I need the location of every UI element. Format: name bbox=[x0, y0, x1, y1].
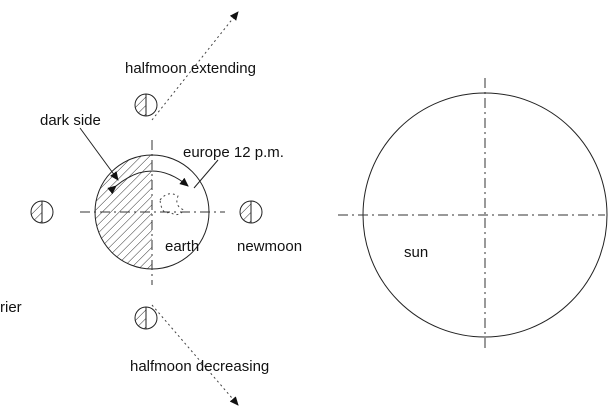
sun bbox=[338, 78, 607, 350]
diagram: halfmoon extending dark side europe 12 p… bbox=[0, 0, 608, 416]
label: dark side bbox=[40, 112, 101, 129]
label: earth bbox=[165, 238, 199, 255]
label: rier bbox=[0, 299, 22, 316]
label: halfmoon extending bbox=[125, 60, 256, 77]
label: newmoon bbox=[237, 238, 302, 255]
label: europe 12 p.m. bbox=[183, 144, 284, 161]
label: halfmoon decreasing bbox=[130, 358, 269, 375]
pointer bbox=[80, 128, 118, 180]
pointer bbox=[194, 160, 218, 188]
orbit-arrow bbox=[152, 305, 238, 405]
label: sun bbox=[404, 244, 428, 261]
earth bbox=[80, 140, 225, 285]
